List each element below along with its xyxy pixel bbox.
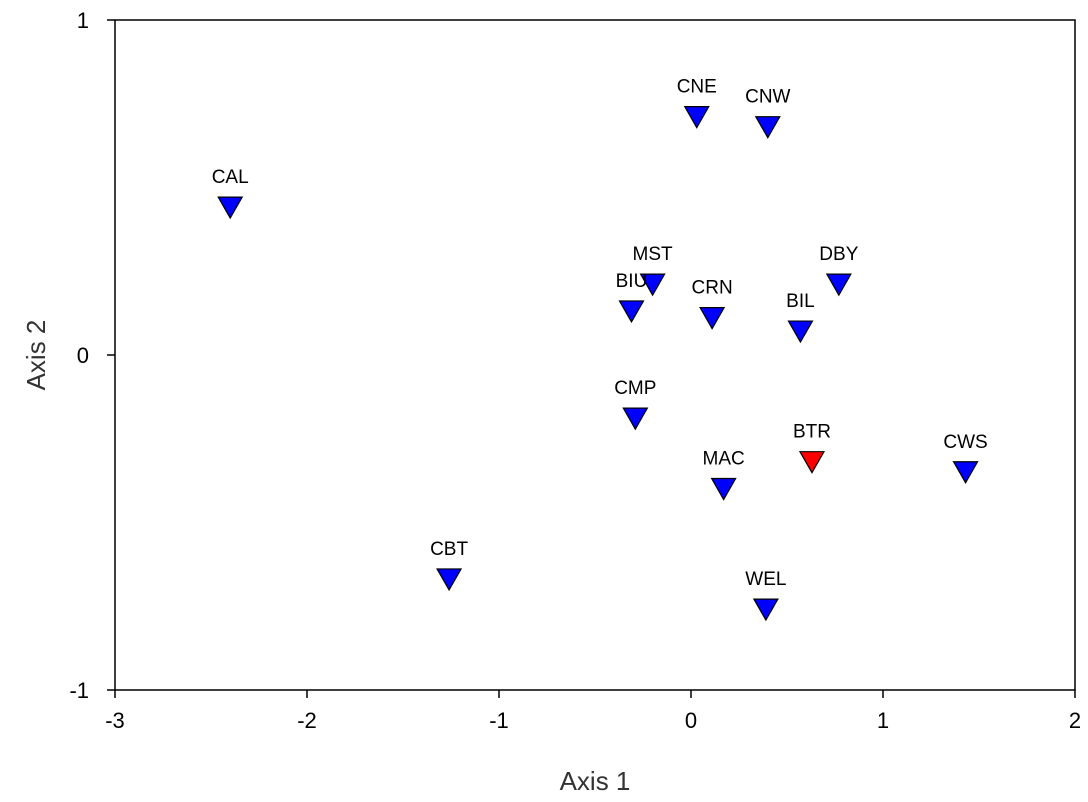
point-label-biu: BIU: [616, 271, 648, 292]
data-point-mac: [710, 477, 737, 501]
data-point-mst: [639, 273, 666, 297]
x-tick-label: 0: [685, 708, 697, 733]
x-tick-label: 2: [1069, 708, 1081, 733]
y-tick-label: 0: [77, 343, 89, 368]
point-label-cmp: CMP: [614, 378, 656, 399]
y-axis: -1 0 1: [69, 8, 115, 703]
point-label-cne: CNE: [677, 77, 717, 98]
point-label-cbt: CBT: [430, 539, 468, 560]
x-tick-label: -2: [297, 708, 317, 733]
x-axis-title: Axis 1: [560, 766, 631, 796]
point-label-mst: MST: [633, 244, 674, 265]
data-point-bil: [787, 320, 814, 344]
point-label-mac: MAC: [703, 449, 745, 470]
data-point-wel: [752, 598, 779, 622]
data-point-cal: [217, 196, 244, 220]
data-point-crn: [699, 307, 726, 330]
data-point-btr: [798, 451, 825, 474]
data-point-cmp: [622, 407, 649, 431]
x-tick-label: 1: [877, 708, 889, 733]
y-tick-label: -1: [69, 678, 89, 703]
x-tick-label: -1: [489, 708, 509, 733]
x-axis: -3 -2 -1 0 1 2: [105, 690, 1081, 733]
plot-frame: [114, 19, 1076, 691]
data-point-cne: [683, 106, 710, 129]
data-point-cbt: [436, 568, 463, 592]
data-point-biu: [618, 300, 645, 324]
point-label-dby: DBY: [819, 244, 858, 265]
data-point-cnw: [754, 116, 781, 139]
y-axis-title: Axis 2: [21, 320, 51, 391]
point-label-bil: BIL: [786, 291, 815, 312]
point-label-crn: CRN: [692, 278, 733, 299]
x-tick-label: -3: [105, 708, 125, 733]
point-label-cal: CAL: [212, 167, 249, 188]
point-label-cnw: CNW: [745, 87, 790, 108]
point-label-wel: WEL: [745, 569, 786, 590]
y-tick-label: 1: [77, 8, 89, 33]
data-point-dby: [825, 273, 852, 297]
data-points: CNE CNW CAL MST DBY BIU CRN BIL CMP BTR CWS MAC CBT W…: [212, 77, 988, 622]
data-point-cws: [952, 461, 979, 484]
point-label-btr: BTR: [793, 422, 831, 443]
point-label-cws: CWS: [943, 432, 987, 453]
